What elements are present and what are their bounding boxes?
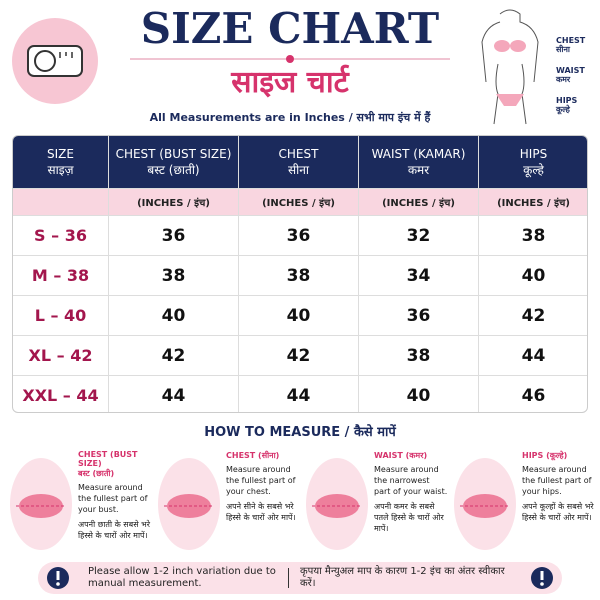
- measure-illustration: [10, 458, 72, 550]
- value-cell: 46: [479, 376, 587, 412]
- value-cell: 38: [359, 336, 479, 376]
- column-header-hi: सीना: [288, 163, 309, 177]
- column-header-en: WAIST (KAMAR): [371, 147, 466, 161]
- measure-desc: Measure around the fullest part of your …: [226, 465, 296, 496]
- unit-cell: (INCHES / इंच): [359, 189, 479, 216]
- column-header: WAIST (KAMAR) कमर: [359, 136, 479, 189]
- measure-label: WAIST (कमर): [374, 451, 428, 460]
- info-icon: [531, 567, 553, 589]
- value-cell: 32: [359, 216, 479, 256]
- column-header: SIZE साइज़: [13, 136, 109, 189]
- column-header-hi: कूल्हे: [523, 163, 544, 177]
- value-cell: 40: [109, 296, 239, 336]
- value-cell: 38: [109, 256, 239, 296]
- row-label: XL – 42: [13, 336, 109, 376]
- value-cell: 36: [359, 296, 479, 336]
- info-icon: [47, 567, 69, 589]
- unit-cell: [13, 189, 109, 216]
- figure-label-hi: सीना: [556, 45, 570, 54]
- footer-en: Please allow 1-2 inch variation due to m…: [88, 566, 276, 589]
- size-table: SIZE साइज़ CHEST (BUST SIZE) बस्ट (छाती) CHE…: [12, 135, 588, 413]
- measure-text: WAIST (कमर) Measure around the narrowest …: [374, 450, 448, 534]
- value-cell: 38: [479, 216, 587, 256]
- separator: [288, 568, 289, 588]
- value-cell: 44: [239, 376, 359, 412]
- figure-label-en: WAIST: [556, 66, 585, 75]
- column-header-hi: कमर: [407, 163, 430, 177]
- value-cell: 44: [109, 376, 239, 412]
- value-cell: 36: [109, 216, 239, 256]
- title: SIZE CHART: [140, 4, 440, 53]
- measure-desc-hi: अपने सीने के सबसे भरे हिस्से के चारों ओर…: [226, 502, 296, 522]
- measure-item: HIPS (कूल्हे) Measure around the fullest …: [450, 448, 598, 556]
- column-header: HIPS कूल्हे: [479, 136, 587, 189]
- value-cell: 38: [239, 256, 359, 296]
- measure-desc: Measure around the fullest part of your …: [78, 483, 148, 514]
- measure-label: CHEST (सीना): [226, 451, 280, 460]
- footer-hi: कृपया मैन्युअल माप के कारण 1-2 इंच का अं…: [300, 566, 505, 589]
- measure-illustration: [454, 458, 516, 550]
- column-header-en: HIPS: [519, 147, 548, 161]
- measure-desc: Measure around the fullest part of your …: [522, 465, 592, 496]
- measure-label: HIPS (कूल्हे): [522, 451, 568, 460]
- measure-item: CHEST (BUST SIZE) बस्ट (छाती) Measure arou…: [6, 448, 154, 556]
- column-header-en: SIZE: [47, 147, 74, 161]
- column-header: CHEST सीना: [239, 136, 359, 189]
- measure-illustration: [306, 458, 368, 550]
- measure-illustration: [158, 458, 220, 550]
- measure-text: CHEST (सीना) Measure around the fullest p…: [226, 450, 300, 523]
- subtitle: साइज चार्ट: [231, 65, 349, 100]
- figure-label-en: HIPS: [556, 96, 578, 105]
- row-label: L – 40: [13, 296, 109, 336]
- measure-item: WAIST (कमर) Measure around the narrowest …: [302, 448, 450, 556]
- column-header-en: CHEST: [278, 147, 319, 161]
- unit-cell: (INCHES / इंच): [479, 189, 587, 216]
- column-header-hi: साइज़: [47, 163, 74, 177]
- measure-desc-hi: अपनी छाती के सबसे भरे हिस्से के चारों ओर…: [78, 520, 151, 540]
- value-cell: 42: [109, 336, 239, 376]
- measure-text: CHEST (BUST SIZE) बस्ट (छाती) Measure arou…: [78, 450, 152, 541]
- measure-label: CHEST (BUST SIZE): [78, 450, 138, 468]
- figure-label-hi: कूल्हे: [556, 105, 570, 114]
- value-cell: 40: [239, 296, 359, 336]
- measure-item: CHEST (सीना) Measure around the fullest p…: [154, 448, 302, 556]
- value-cell: 40: [359, 376, 479, 412]
- value-cell: 42: [239, 336, 359, 376]
- column-header: CHEST (BUST SIZE) बस्ट (छाती): [109, 136, 239, 189]
- measure-desc-hi: अपने कूल्हों के सबसे भरे हिस्से के चारों…: [522, 502, 594, 522]
- figure-label-hi: कमर: [556, 75, 571, 84]
- value-cell: 44: [479, 336, 587, 376]
- row-label: S – 36: [13, 216, 109, 256]
- value-cell: 40: [479, 256, 587, 296]
- figure-label: CHEST सीना: [556, 36, 600, 54]
- unit-cell: (INCHES / इंच): [239, 189, 359, 216]
- measure-label-hi: बस्ट (छाती): [78, 469, 115, 478]
- note: All Measurements are in Inches / सभी माप…: [149, 111, 431, 124]
- measure-desc: Measure around the narrowest part of you…: [374, 465, 448, 496]
- tape-icon: [12, 18, 98, 104]
- unit-cell: (INCHES / इंच): [109, 189, 239, 216]
- measure-desc-hi: अपनी कमर के सबसे पतले हिस्से के चारों ओर…: [374, 502, 444, 533]
- divider: [130, 55, 450, 63]
- value-cell: 42: [479, 296, 587, 336]
- body-figure: [481, 9, 539, 125]
- figure-label: HIPS कूल्हे: [556, 96, 600, 114]
- figure-label-en: CHEST: [556, 36, 586, 45]
- measure-text: HIPS (कूल्हे) Measure around the fullest …: [522, 450, 596, 523]
- row-label: M – 38: [13, 256, 109, 296]
- figure-label: WAIST कमर: [556, 66, 600, 84]
- row-label: XXL – 44: [13, 376, 109, 412]
- column-header-hi: बस्ट (छाती): [147, 163, 200, 177]
- value-cell: 34: [359, 256, 479, 296]
- column-header-en: CHEST (BUST SIZE): [115, 147, 232, 161]
- value-cell: 36: [239, 216, 359, 256]
- how-to-title: HOW TO MEASURE / कैसे मापें: [204, 425, 396, 440]
- footer: Please allow 1-2 inch variation due to m…: [38, 562, 562, 594]
